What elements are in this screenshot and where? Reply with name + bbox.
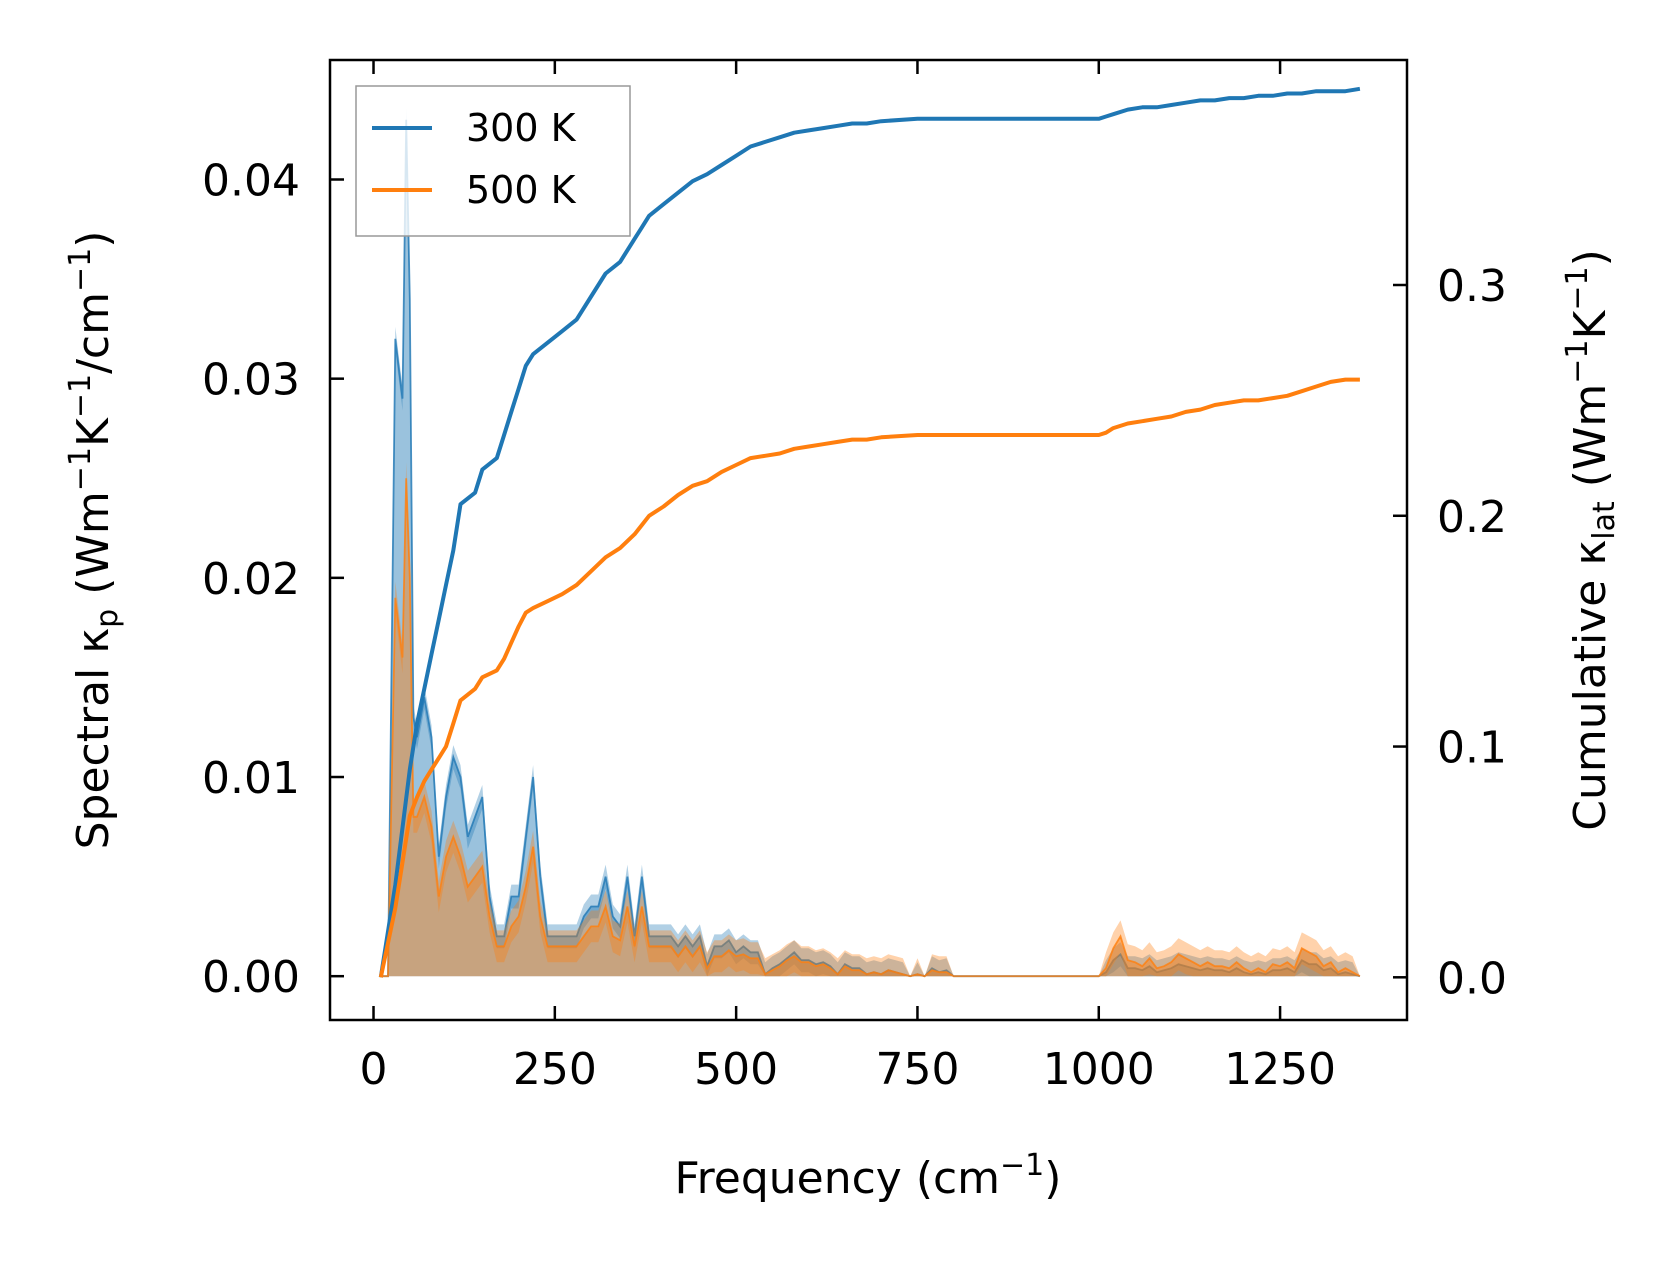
y-right-title-b: (Wm	[1565, 384, 1616, 502]
y-left-title-b: (Wm	[68, 491, 119, 609]
y-left-tick-label: 0.04	[202, 156, 300, 207]
spectral-area-500k	[380, 478, 1360, 977]
y-left-title-b-sup: −1	[63, 447, 98, 491]
legend: 300 K 500 K	[355, 85, 631, 237]
y-left-title-e: )	[68, 231, 119, 248]
y-right-tick-label: 0.1	[1437, 723, 1507, 774]
x-tick-label: 1000	[1043, 1044, 1155, 1095]
y-left-tick-label: 0.00	[202, 952, 300, 1003]
x-tick-label: 1250	[1224, 1044, 1336, 1095]
x-tick-label: 750	[875, 1044, 959, 1095]
series-line-layer	[378, 86, 1361, 978]
y-left-title-a: Spectral κ	[68, 628, 119, 850]
y-right-tick-label: 0.2	[1437, 492, 1507, 543]
y-left-title-c-sup: −1	[63, 374, 98, 418]
y-axis-right-title: Cumulative κlat (Wm−1K−1)	[1560, 249, 1622, 831]
y-left-title-a-sub: p	[90, 609, 125, 628]
y-left-tick-label: 0.03	[202, 355, 300, 406]
x-axis-title: Frequency (cm−1)	[675, 1148, 1062, 1204]
tick-layer: 0 250 500 750 1000 1250 0.00 0.01 0.02 0.03 0.04 0.…	[202, 60, 1507, 1095]
legend-label-500k: 500 K	[466, 168, 577, 212]
plot-frame	[328, 58, 1409, 1022]
cumulative-line-500k	[378, 377, 1360, 978]
x-tick-label: 0	[360, 1044, 388, 1095]
y-left-tick-label: 0.01	[202, 753, 300, 804]
spectral-line-500k	[380, 478, 1361, 978]
legend-label-300k: 300 K	[466, 106, 577, 150]
x-tick-label: 500	[694, 1044, 778, 1095]
y-right-tick-label: 0.0	[1437, 953, 1507, 1004]
legend-box	[355, 85, 631, 237]
y-left-title-d: /cm	[68, 292, 119, 374]
y-right-title-c-sup: −1	[1560, 266, 1595, 310]
y-left-title-d-sup: −1	[63, 248, 98, 292]
x-axis-title-tail: )	[1044, 1153, 1061, 1204]
y-right-title-d: )	[1565, 249, 1616, 266]
spectral-fill-layer	[380, 107, 1361, 978]
y-right-title-b-sup: −1	[1560, 339, 1595, 383]
spectral-line-300k	[380, 119, 1361, 978]
x-axis-title-main: Frequency (cm	[675, 1153, 1001, 1204]
y-right-title-a-sub: lat	[1587, 501, 1622, 540]
cumulative-line-300k	[378, 86, 1361, 978]
y-right-title-a: Cumulative κ	[1565, 540, 1616, 831]
x-axis-title-sup: −1	[1000, 1148, 1044, 1183]
y-right-tick-label: 0.3	[1437, 261, 1507, 312]
y-axis-left-title: Spectral κp (Wm−1K−1/cm−1)	[63, 231, 125, 850]
y-left-tick-label: 0.02	[202, 554, 300, 605]
x-tick-label: 250	[513, 1044, 597, 1095]
y-right-title-c: K	[1565, 309, 1616, 339]
y-left-title-c: K	[68, 417, 119, 447]
spectral-area-300k	[380, 119, 1360, 977]
